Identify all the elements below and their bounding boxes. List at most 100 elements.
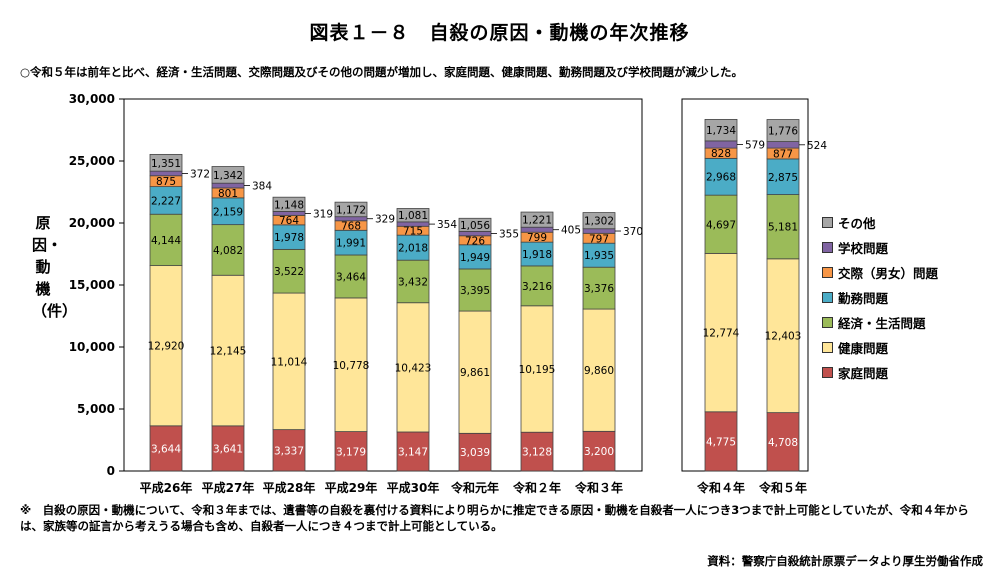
legend-swatch: [822, 292, 833, 303]
data-label: 1,221: [522, 215, 552, 227]
data-label: 1,935: [584, 250, 614, 262]
legend-item: 家庭問題: [822, 360, 938, 385]
bar-segment: [272, 196, 306, 212]
legend-label: 経済・生活問題: [838, 316, 926, 331]
legend-item: 経済・生活問題: [822, 310, 938, 335]
data-label: 3,039: [460, 447, 490, 459]
data-label: 2,159: [213, 206, 243, 218]
x-tick-label: 令和元年: [450, 480, 499, 495]
data-label: 12,920: [148, 341, 185, 353]
data-label: 797: [589, 233, 609, 245]
data-label: 329: [375, 214, 395, 226]
data-label: 3,200: [584, 446, 614, 458]
bar-segment: [149, 170, 183, 177]
bar-segment: [766, 158, 800, 195]
plot-frame-1: [123, 98, 643, 472]
data-label: 2,018: [398, 243, 428, 255]
bar-segment: [211, 224, 245, 276]
chart-title: 図表１－８ 自殺の原因・動機の年次推移: [309, 22, 690, 44]
data-label: 10,423: [395, 362, 432, 374]
bar-segment: [396, 208, 430, 223]
data-label: 372: [190, 168, 210, 180]
data-label: 768: [341, 221, 361, 233]
legend-label: 家庭問題: [838, 366, 889, 381]
bar-segment: [211, 166, 245, 184]
data-label: 801: [218, 188, 238, 200]
legend-label: 交際（男女）問題: [838, 266, 939, 281]
legend-label: 健康問題: [838, 341, 889, 356]
x-tick-label: 平成29年: [325, 480, 378, 495]
data-label: 3,376: [584, 283, 614, 295]
chart-subtitle: ○令和５年は前年と比べ、経済・生活問題、交際問題及びその他の問題が増加し、家庭問…: [20, 65, 744, 79]
data-label: 726: [465, 235, 485, 247]
data-label: 4,082: [213, 245, 243, 257]
bar-segment: [704, 194, 738, 254]
data-label: 1,949: [460, 252, 490, 264]
x-tick-label: 令和３年: [574, 480, 623, 495]
x-tick-label: 平成27年: [202, 480, 255, 495]
y-tick-label: 10,000: [69, 340, 115, 354]
data-label: 405: [561, 225, 581, 237]
bar-segment: [149, 265, 183, 427]
legend-item: その他: [822, 210, 938, 235]
data-label: 2,227: [151, 195, 181, 207]
legend-item: 交際（男女）問題: [822, 260, 938, 285]
bar-segment: [272, 248, 306, 294]
chart-legend: その他 学校問題 交際（男女）問題 勤務問題 経済・生活問題 健康問題 家庭問題: [822, 210, 938, 385]
data-label: 319: [313, 208, 333, 220]
bar-segment: [149, 153, 183, 172]
bar-segment: [334, 431, 368, 472]
data-label: 1,148: [274, 199, 304, 211]
data-label: 1,056: [460, 220, 490, 232]
x-tick-label: 令和５年: [758, 480, 807, 495]
legend-label: その他: [838, 216, 876, 231]
data-label: 384: [252, 181, 272, 193]
data-label: 799: [527, 232, 547, 244]
legend-swatch: [822, 242, 833, 253]
footnote: ※ 自殺の原因・動機について、令和３年までは、遺書等の自殺を裏付ける資料により明…: [20, 503, 969, 533]
data-label: 3,337: [274, 445, 304, 457]
data-label: 2,875: [768, 172, 798, 184]
legend-swatch: [822, 267, 833, 278]
data-label: 3,644: [151, 443, 181, 455]
data-label: 355: [499, 229, 519, 241]
bar-segment: [704, 252, 738, 413]
y-tick-label: 20,000: [69, 216, 115, 230]
data-label: 3,464: [336, 271, 366, 283]
y-tick-label: 5,000: [77, 402, 115, 416]
data-label: 524: [807, 140, 827, 152]
bar-segment: [582, 266, 616, 310]
bar-segment: [149, 213, 183, 267]
data-label: 11,014: [271, 356, 308, 368]
data-label: 1,302: [584, 216, 614, 228]
bar-segment: [520, 211, 554, 228]
data-label: 4,144: [151, 235, 181, 247]
data-label: 4,697: [706, 219, 736, 231]
bar-segment: [396, 221, 430, 227]
bar-segment: [334, 254, 368, 299]
data-label: 3,522: [274, 266, 304, 278]
bar-segment: [334, 297, 368, 432]
data-label: 1,172: [336, 204, 366, 216]
data-label: 1,991: [336, 238, 366, 250]
bar-segment: [334, 201, 368, 218]
bar-segment: [396, 234, 430, 261]
legend-label: 学校問題: [838, 241, 889, 256]
bar-segment: [582, 212, 616, 230]
data-label: 1,918: [522, 249, 552, 261]
legend-item: 学校問題: [822, 235, 938, 260]
data-label: 877: [773, 148, 793, 160]
bar-segment: [766, 194, 800, 260]
data-label: 3,216: [522, 281, 552, 293]
x-tick-label: 平成30年: [387, 480, 440, 495]
legend-swatch: [822, 342, 833, 353]
x-tick-label: 令和４年: [696, 480, 745, 495]
bar-segment: [211, 425, 245, 472]
data-label: 354: [437, 219, 457, 231]
bar-segment: [704, 118, 738, 142]
x-tick-label: 令和２年: [512, 480, 561, 495]
data-label: 3,641: [213, 443, 243, 455]
bar-segment: [149, 425, 183, 472]
x-tick-label: 平成26年: [140, 480, 193, 495]
